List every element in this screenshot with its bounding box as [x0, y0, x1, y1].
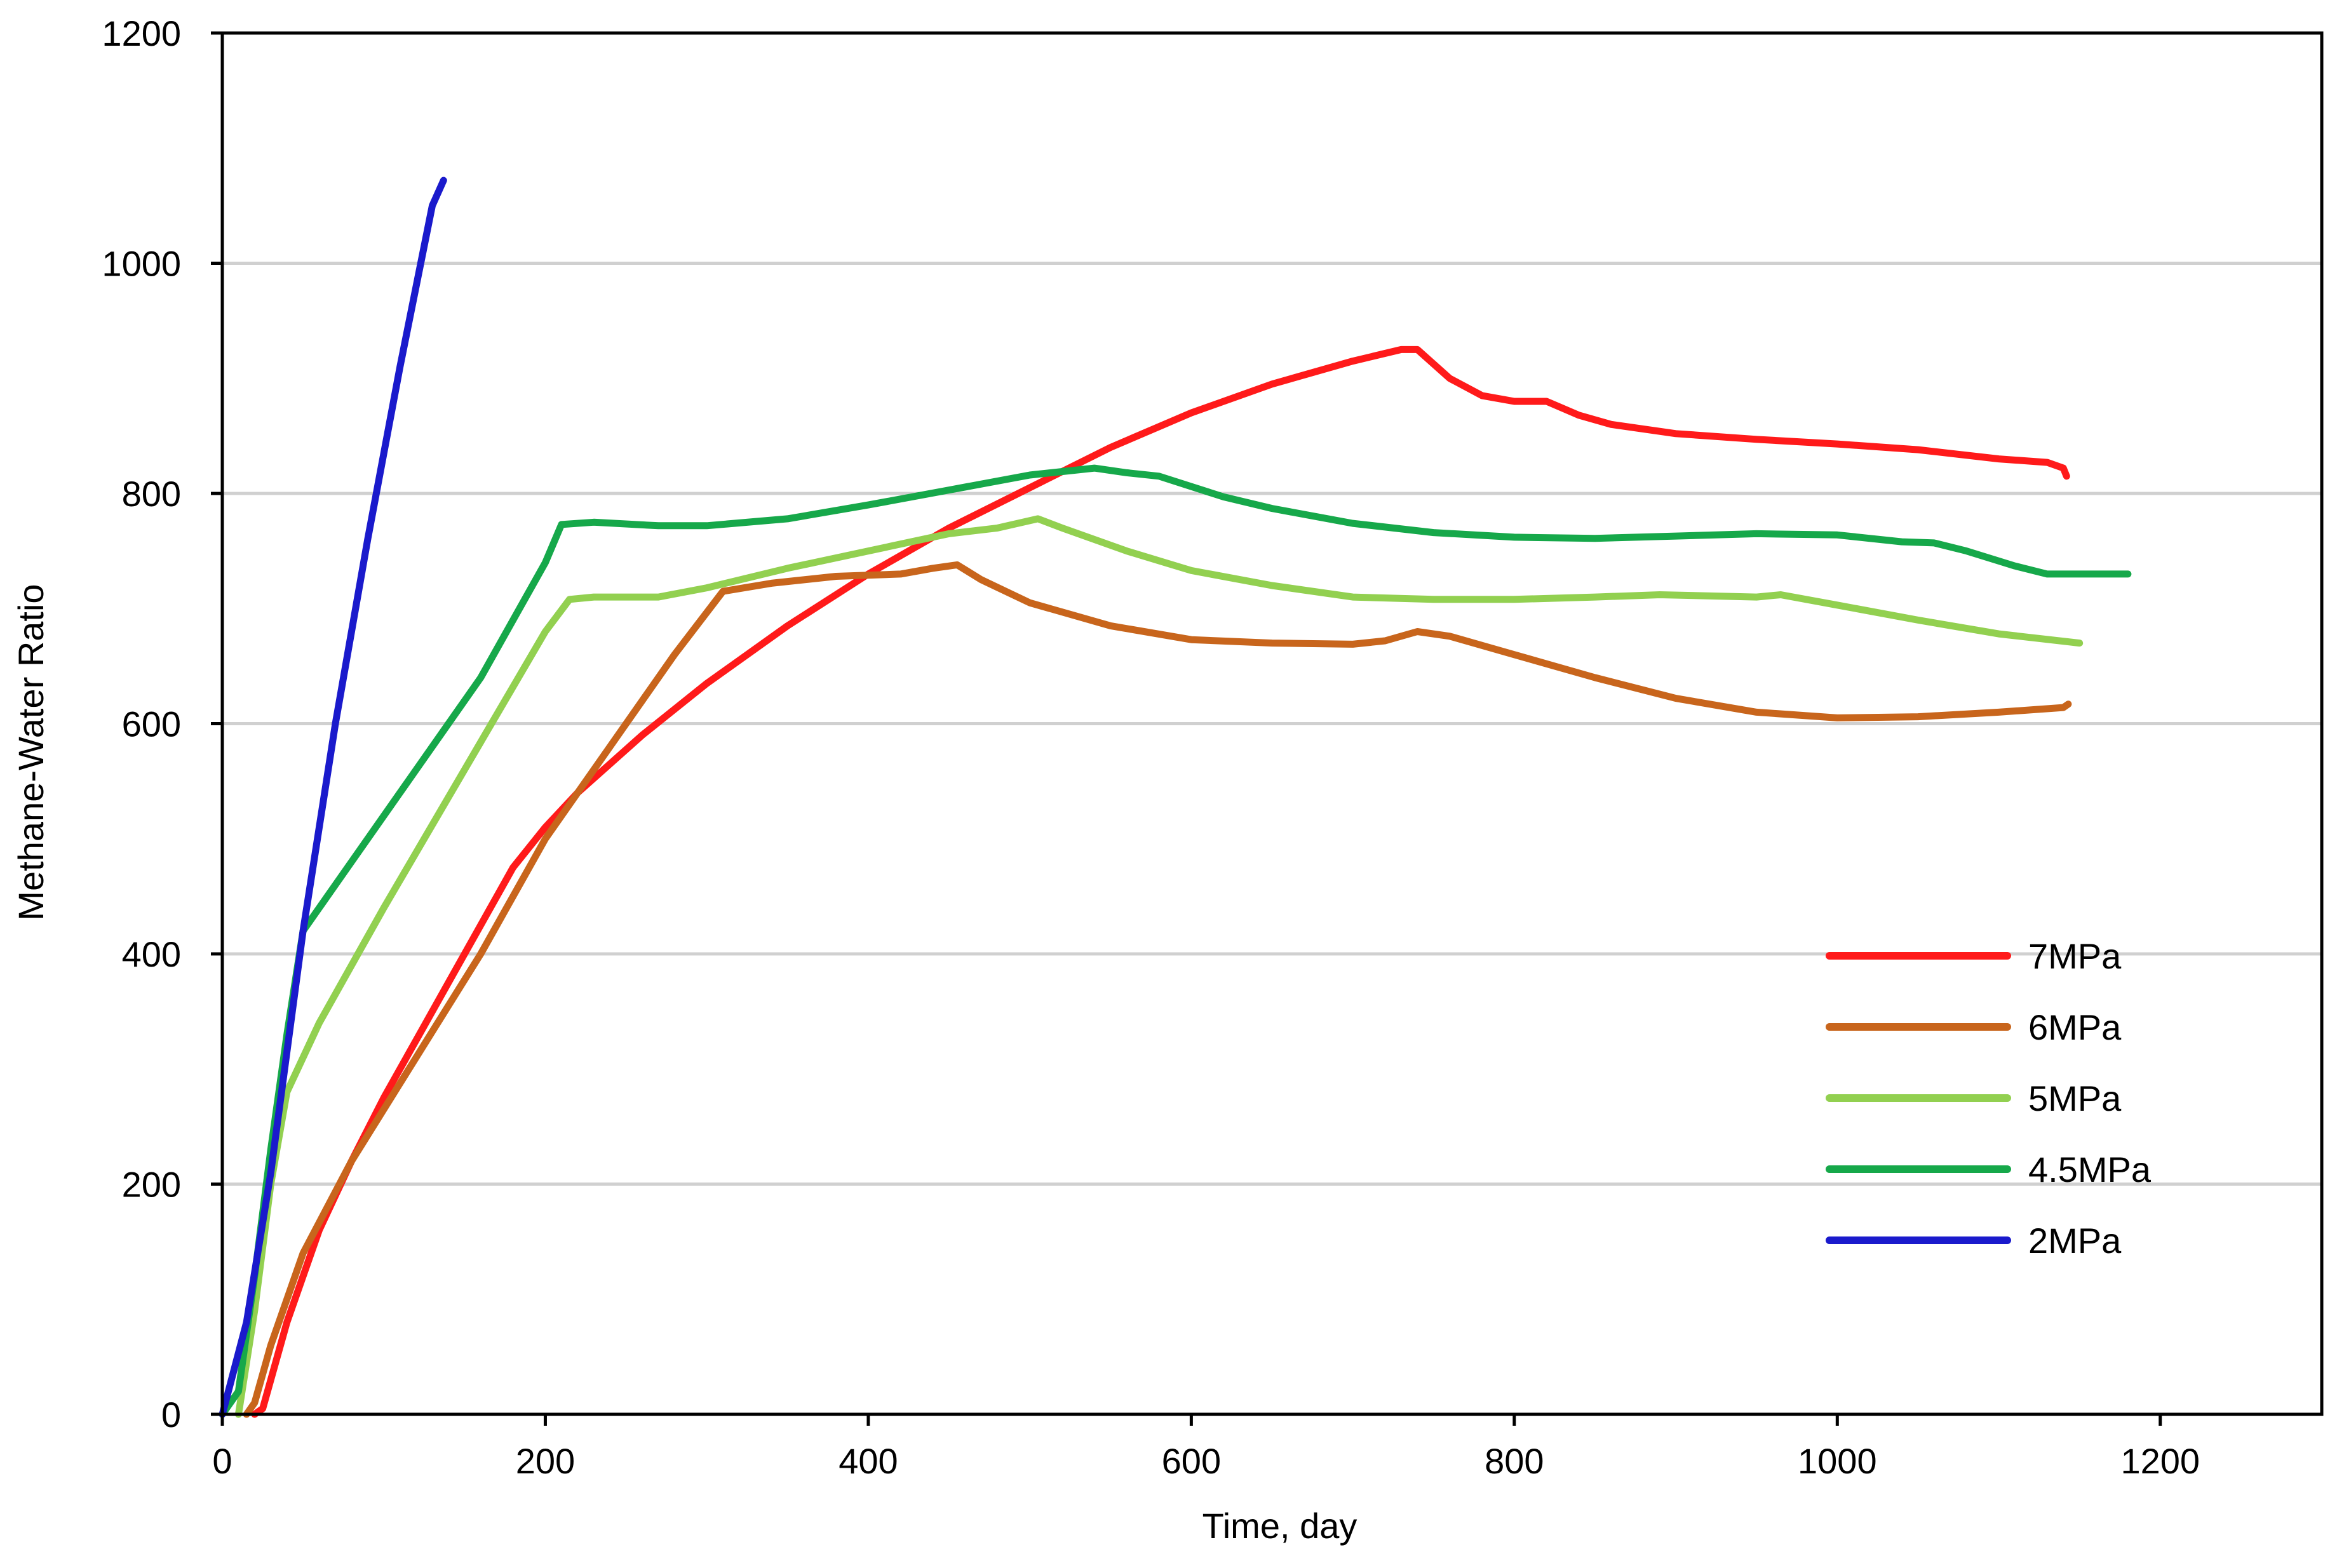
series-line-4-5mpa — [219, 464, 2132, 1418]
y-tick-label: 400 — [122, 934, 181, 974]
series-line-5mpa — [234, 515, 2084, 1418]
legend-label-2mpa: 2MPa — [2028, 1221, 2122, 1261]
grid-lines — [222, 262, 2322, 1186]
y-tick-label: 200 — [122, 1165, 181, 1205]
y-axis-ticks: 0 200 400 600 800 1000 1200 — [102, 13, 222, 1435]
series-lines — [219, 177, 2132, 1418]
legend-label-6mpa: 6MPa — [2028, 1007, 2122, 1047]
legend: 7MPa 6MPa 5MPa 4.5MPa 2MPa — [1826, 936, 2152, 1261]
y-tick-label: 1200 — [102, 13, 181, 53]
x-tick-label: 0 — [212, 1441, 232, 1481]
series-line-6mpa — [243, 561, 2072, 1418]
y-tick-label: 1000 — [102, 244, 181, 284]
y-axis-title: Methane-Water Ratio — [11, 584, 51, 920]
y-tick-label: 600 — [122, 704, 181, 744]
x-tick-label: 400 — [838, 1441, 898, 1481]
x-tick-label: 1000 — [1798, 1441, 1877, 1481]
legend-label-5mpa: 5MPa — [2028, 1078, 2122, 1118]
x-tick-label: 800 — [1485, 1441, 1544, 1481]
legend-label-4-5mpa: 4.5MPa — [2028, 1149, 2152, 1189]
series-line-2mpa — [219, 177, 447, 1418]
y-tick-label: 0 — [161, 1395, 181, 1435]
legend-label-7mpa: 7MPa — [2028, 936, 2122, 976]
series-line-7mpa — [251, 345, 2070, 1418]
x-tick-label: 600 — [1162, 1441, 1221, 1481]
x-axis-title: Time, day — [1202, 1506, 1357, 1546]
x-tick-label: 200 — [516, 1441, 575, 1481]
y-tick-label: 800 — [122, 474, 181, 514]
x-axis-ticks: 0 200 400 600 800 1000 1200 — [212, 1414, 2200, 1481]
x-tick-label: 1200 — [2120, 1441, 2200, 1481]
